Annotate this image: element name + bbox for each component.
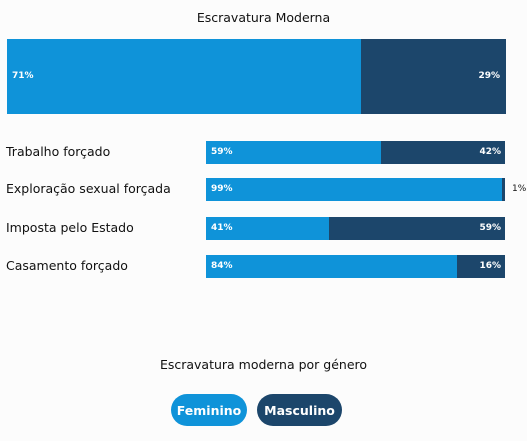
bar-masculino — [457, 255, 505, 278]
data-label-masculino: 1% — [512, 183, 527, 194]
bar-masculino — [328, 217, 505, 240]
bar-masculino — [380, 141, 505, 164]
data-label-feminino: 84% — [211, 260, 233, 271]
total-label-feminino: 71% — [12, 70, 34, 81]
bar-masculino — [502, 178, 505, 201]
data-label-masculino: 42% — [479, 146, 501, 157]
bar-feminino — [206, 255, 458, 278]
legend-title: Escravatura moderna por género — [159, 357, 368, 372]
category-label: Casamento forçado — [6, 258, 128, 273]
total-bar-masculino — [361, 39, 506, 114]
chart-title: Escravatura Moderna — [196, 10, 331, 25]
data-label-masculino: 59% — [479, 222, 501, 233]
data-label-masculino: 16% — [479, 260, 501, 271]
bar-feminino — [206, 217, 329, 240]
category-label: Imposta pelo Estado — [6, 220, 134, 235]
data-label-feminino: 59% — [211, 146, 233, 157]
total-label-masculino: 29% — [478, 70, 500, 81]
total-bar-feminino — [7, 39, 362, 114]
data-label-feminino: 99% — [211, 183, 233, 194]
bar-feminino — [206, 178, 502, 201]
category-label: Exploração sexual forçada — [6, 181, 171, 196]
bar-feminino — [206, 141, 381, 164]
category-label: Trabalho forçado — [6, 144, 111, 159]
legend-button-feminino[interactable]: Feminino — [171, 394, 247, 426]
legend-button-masculino[interactable]: Masculino — [257, 394, 342, 426]
data-label-feminino: 41% — [211, 222, 233, 233]
